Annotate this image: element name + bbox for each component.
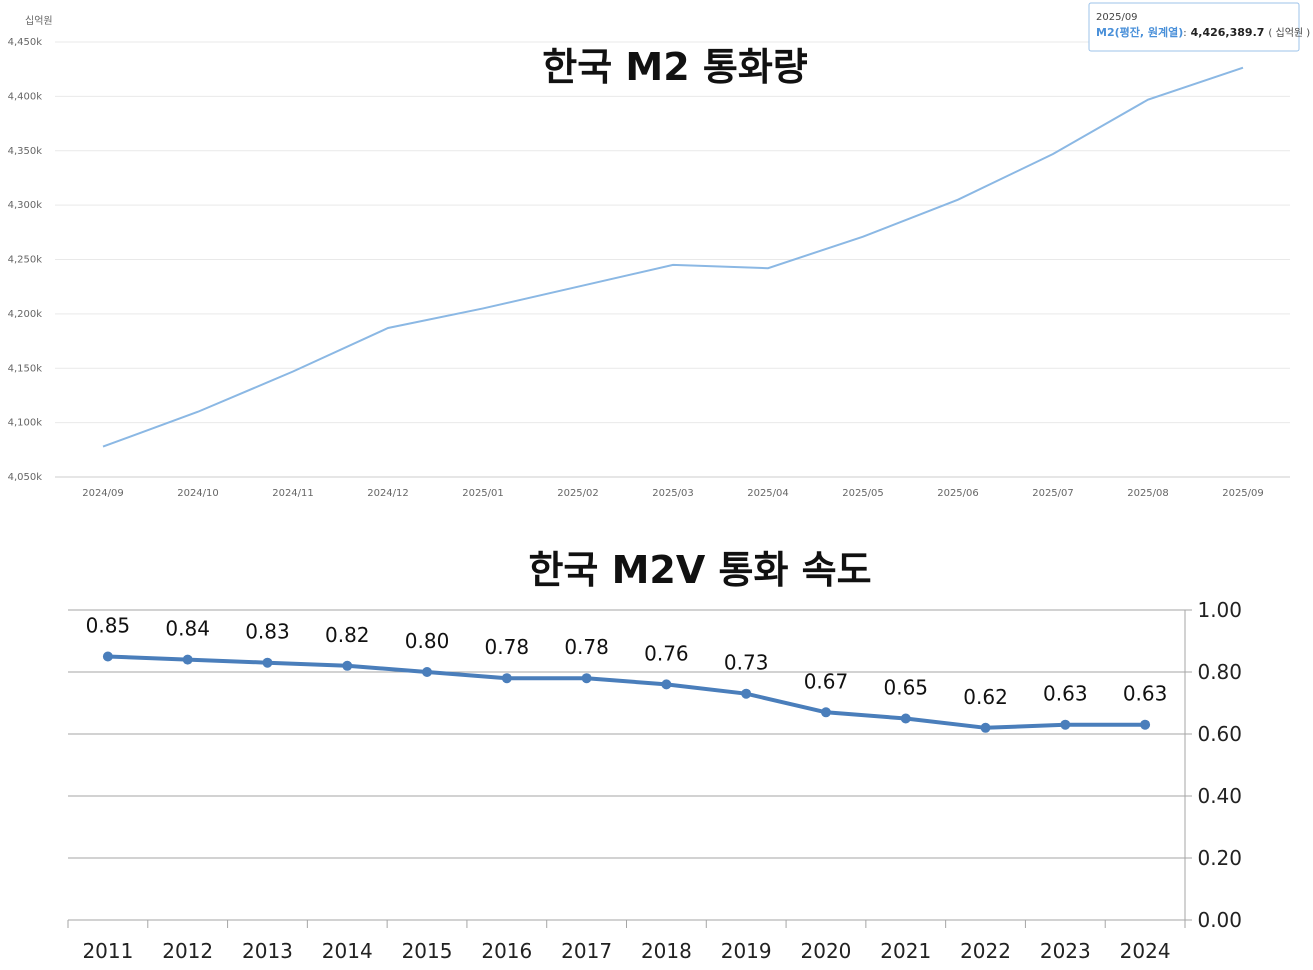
m2v-x-tick-label: 2017	[561, 939, 612, 963]
m2v-data-point	[741, 688, 752, 699]
m2v-data-label: 0.62	[963, 685, 1008, 709]
tooltip-box	[1088, 2, 1300, 52]
m2v-chart-title: 한국 M2V 통화 속도	[528, 548, 871, 592]
m2v-x-ticks: 2011 2012 2013 2014 2015 2016 2017 2018 2019 2020…	[67, 920, 1186, 963]
m2v-data-point	[262, 657, 273, 668]
m2v-data-label: 0.76	[644, 641, 689, 665]
m2v-data-label: 0.78	[485, 635, 530, 659]
m2-y-unit: 십억원	[25, 15, 53, 27]
m2v-y-tick-label: 0.20	[1197, 846, 1242, 870]
m2v-data-point	[182, 654, 193, 665]
m2v-data-labels: 0.85 0.84 0.83 0.82 0.80 0.78 0.78 0.76 0.73 0.67…	[86, 614, 1168, 709]
m2-gridlines	[55, 41, 1290, 478]
m2v-data-label: 0.80	[405, 629, 450, 653]
m2-y-ticks: 4,050k 4,100k 4,150k 4,200k 4,250k 4,300k 4,35…	[8, 37, 43, 483]
m2v-data-label: 0.83	[245, 620, 290, 644]
m2-x-tick-label: 2024/11	[272, 488, 314, 499]
m2-y-tick-label: 4,200k	[8, 309, 43, 320]
m2v-data-label: 0.84	[165, 617, 210, 641]
tooltip-line: M2(평잔, 원계열): 4,426,389.7( 십억원 )	[1096, 25, 1310, 39]
m2-x-tick-label: 2024/10	[177, 488, 219, 499]
m2-y-tick-label: 4,100k	[8, 418, 43, 429]
m2-x-tick-label: 2025/06	[937, 488, 979, 499]
m2v-gridlines	[68, 609, 1192, 921]
m2v-data-point	[1140, 719, 1151, 730]
m2v-data-label: 0.63	[1123, 682, 1168, 706]
m2v-series-line	[107, 654, 1146, 730]
m2-x-tick-label: 2025/03	[652, 488, 694, 499]
m2-y-tick-label: 4,450k	[8, 37, 43, 48]
m2-y-tick-label: 4,400k	[8, 91, 43, 102]
m2v-data-point	[501, 673, 512, 684]
m2-x-tick-label: 2025/04	[747, 488, 789, 499]
m2-series-line	[102, 66, 1244, 448]
tooltip-series: M2(평잔, 원계열)	[1096, 25, 1183, 39]
m2v-y-tick-label: 0.00	[1197, 908, 1242, 932]
m2v-data-point	[342, 660, 353, 671]
tooltip-unit: ( 십억원 )	[1268, 27, 1310, 39]
m2-x-tick-label: 2024/09	[82, 488, 124, 499]
m2v-data-point	[1060, 719, 1071, 730]
tooltip-date: 2025/09	[1096, 12, 1138, 23]
m2v-data-label: 0.65	[883, 676, 928, 700]
m2-x-tick-label: 2025/02	[557, 488, 599, 499]
m2v-data-label: 0.85	[86, 614, 131, 638]
m2v-x-tick-label: 2013	[242, 939, 293, 963]
m2v-y-tick-label: 0.60	[1197, 722, 1242, 746]
m2v-data-point	[422, 667, 433, 677]
m2v-data-label: 0.63	[1043, 682, 1088, 706]
m2-tooltip: 2025/09 M2(평잔, 원계열): 4,426,389.7( 십억원 )	[1088, 2, 1310, 52]
m2-x-tick-label: 2025/09	[1222, 488, 1264, 499]
m2-chart-title: 한국 M2 통화량	[542, 45, 808, 89]
m2-y-tick-label: 4,250k	[8, 255, 43, 266]
m2-x-ticks: 2024/09 2024/10 2024/11 2024/12 2025/01 2025/…	[82, 488, 1264, 499]
tooltip-sep: :	[1183, 28, 1186, 39]
m2-x-tick-label: 2025/08	[1127, 488, 1169, 499]
m2v-data-point	[900, 713, 911, 724]
m2v-data-point	[661, 679, 672, 690]
m2-y-tick-label: 4,300k	[8, 200, 43, 211]
m2v-x-tick-label: 2019	[721, 939, 772, 963]
m2-x-tick-label: 2025/07	[1032, 488, 1074, 499]
m2v-y-tick-label: 0.40	[1197, 784, 1242, 808]
m2v-x-tick-label: 2018	[641, 939, 692, 963]
m2v-x-tick-label: 2015	[402, 939, 453, 963]
m2-x-tick-label: 2024/12	[367, 488, 409, 499]
m2v-data-point	[980, 722, 991, 733]
m2-y-tick-label: 4,050k	[8, 472, 43, 483]
m2v-x-tick-label: 2011	[82, 939, 133, 963]
m2v-data-point	[102, 651, 113, 662]
m2v-chart: 한국 M2V 통화 속도 0.00 0.20 0.40 0.60 0.80 1.00 20…	[67, 548, 1242, 963]
m2v-x-tick-label: 2023	[1040, 939, 1091, 963]
m2v-data-point	[581, 673, 592, 684]
m2-y-tick-label: 4,150k	[8, 363, 43, 374]
m2v-data-point	[820, 707, 831, 718]
m2v-x-tick-label: 2014	[322, 939, 373, 963]
m2v-x-tick-label: 2016	[481, 939, 532, 963]
m2v-markers	[102, 651, 1151, 733]
m2v-data-label: 0.82	[325, 623, 370, 647]
m2v-y-ticks: 0.00 0.20 0.40 0.60 0.80 1.00	[1197, 598, 1242, 932]
m2v-data-label: 0.73	[724, 651, 769, 675]
m2v-x-tick-label: 2020	[801, 939, 852, 963]
m2-chart: 십억원 4,050k 4,100k 4,150k 4,200k 4,250k 4,300k…	[8, 2, 1310, 499]
m2v-x-tick-label: 2022	[960, 939, 1011, 963]
m2v-data-label: 0.78	[564, 635, 609, 659]
m2v-data-label: 0.67	[804, 669, 849, 693]
m2-y-tick-label: 4,350k	[8, 146, 43, 157]
m2v-x-tick-label: 2024	[1120, 939, 1171, 963]
tooltip-value: 4,426,389.7	[1191, 26, 1265, 39]
m2v-y-tick-label: 1.00	[1197, 598, 1242, 622]
m2v-x-tick-label: 2021	[880, 939, 931, 963]
m2v-y-tick-label: 0.80	[1197, 660, 1242, 684]
m2v-x-tick-label: 2012	[162, 939, 213, 963]
m2-x-tick-label: 2025/01	[462, 488, 504, 499]
m2-x-tick-label: 2025/05	[842, 488, 884, 499]
